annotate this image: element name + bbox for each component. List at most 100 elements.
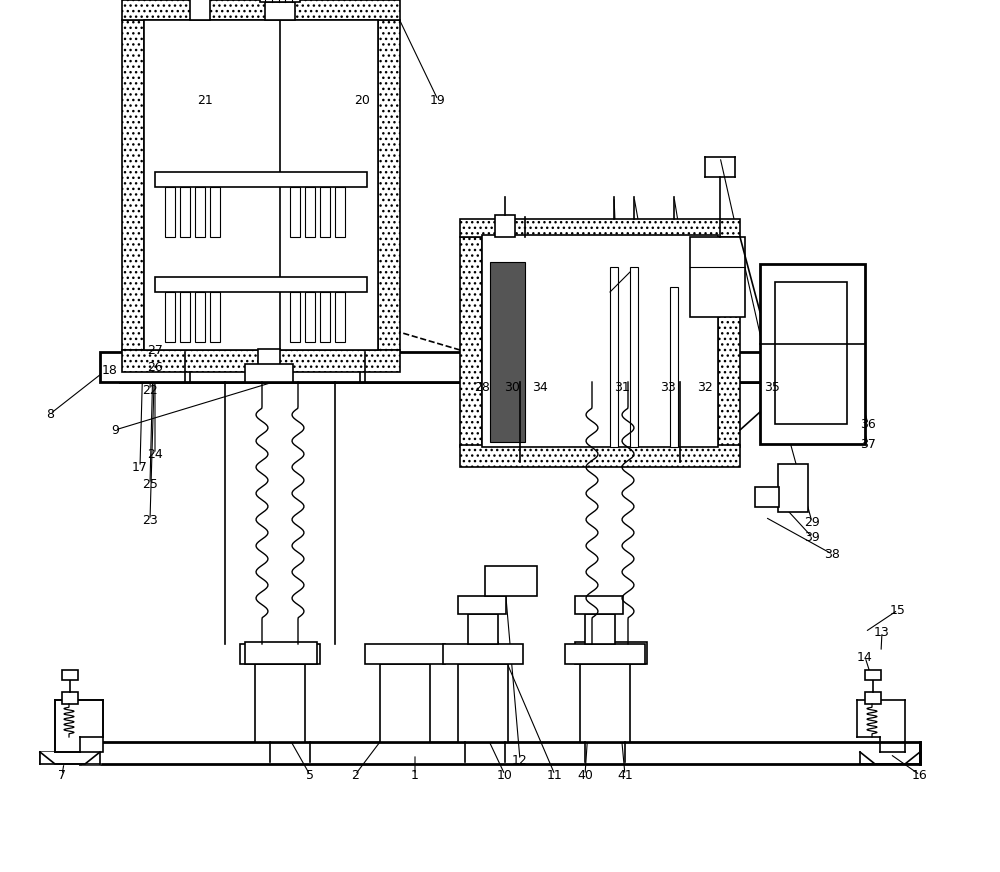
Bar: [255, 664, 305, 742]
Bar: [865, 692, 881, 704]
Bar: [305, 292, 315, 342]
Text: 1: 1: [411, 768, 419, 781]
Bar: [458, 596, 506, 614]
Bar: [365, 644, 445, 664]
Bar: [265, 2, 295, 20]
Bar: [165, 292, 175, 342]
Text: 12: 12: [512, 753, 528, 766]
Bar: [245, 364, 293, 382]
Text: 26: 26: [147, 360, 163, 373]
Bar: [155, 172, 367, 187]
Bar: [100, 352, 860, 382]
Text: 17: 17: [132, 460, 148, 473]
Text: 19: 19: [430, 93, 446, 106]
Text: 41: 41: [617, 768, 633, 781]
Bar: [690, 237, 745, 317]
Bar: [62, 692, 78, 704]
Bar: [458, 664, 508, 742]
Bar: [460, 445, 740, 467]
Bar: [580, 664, 630, 742]
Text: 31: 31: [614, 380, 630, 393]
Bar: [305, 187, 315, 237]
Bar: [320, 187, 330, 237]
Bar: [245, 642, 317, 664]
Text: 39: 39: [804, 530, 820, 543]
Text: 21: 21: [197, 93, 213, 106]
Bar: [210, 187, 220, 237]
Text: 24: 24: [147, 447, 163, 460]
Bar: [335, 292, 345, 342]
Bar: [55, 700, 103, 752]
Text: 10: 10: [497, 768, 513, 781]
Text: 11: 11: [547, 768, 563, 781]
Bar: [755, 487, 779, 507]
Text: 37: 37: [860, 438, 876, 451]
Text: 5: 5: [306, 768, 314, 781]
Text: 9: 9: [111, 424, 119, 437]
Bar: [40, 752, 100, 764]
Bar: [122, 0, 400, 20]
Text: 18: 18: [102, 364, 118, 377]
Text: 25: 25: [142, 478, 158, 490]
Bar: [290, 292, 300, 342]
Text: 28: 28: [474, 380, 490, 393]
Bar: [180, 187, 190, 237]
Text: 34: 34: [532, 380, 548, 393]
Bar: [775, 282, 847, 424]
Text: 23: 23: [142, 514, 158, 527]
Bar: [210, 292, 220, 342]
Bar: [120, 354, 860, 382]
Bar: [460, 237, 482, 447]
Bar: [122, 20, 144, 350]
Bar: [335, 187, 345, 237]
Bar: [585, 614, 615, 644]
Text: 35: 35: [764, 380, 780, 393]
Bar: [460, 219, 740, 237]
Bar: [165, 187, 175, 237]
Bar: [180, 292, 190, 342]
Bar: [80, 742, 920, 764]
Bar: [144, 20, 378, 350]
Bar: [495, 215, 515, 237]
Text: 40: 40: [577, 768, 593, 781]
Text: 30: 30: [504, 380, 520, 393]
Text: 29: 29: [804, 515, 820, 528]
Text: 32: 32: [697, 380, 713, 393]
Bar: [122, 350, 400, 372]
Bar: [195, 292, 205, 342]
Bar: [62, 670, 78, 680]
Text: 20: 20: [354, 93, 370, 106]
Bar: [380, 664, 430, 742]
Bar: [865, 670, 881, 680]
Polygon shape: [40, 752, 100, 764]
Bar: [778, 464, 808, 512]
Text: 33: 33: [660, 380, 676, 393]
Bar: [565, 644, 645, 664]
Text: 27: 27: [147, 344, 163, 357]
Bar: [320, 292, 330, 342]
Bar: [240, 644, 320, 664]
Text: 15: 15: [890, 603, 906, 617]
Text: 13: 13: [874, 625, 890, 638]
Text: 14: 14: [857, 651, 873, 664]
Bar: [630, 267, 638, 447]
Text: 22: 22: [142, 384, 158, 397]
Bar: [443, 644, 523, 664]
Bar: [718, 237, 740, 447]
Bar: [760, 264, 865, 444]
Bar: [195, 187, 205, 237]
Text: 8: 8: [46, 407, 54, 420]
Bar: [610, 267, 618, 447]
Bar: [482, 235, 718, 447]
Text: 16: 16: [912, 768, 928, 781]
Text: 38: 38: [824, 548, 840, 561]
Bar: [155, 277, 367, 292]
Bar: [258, 349, 280, 367]
Text: 36: 36: [860, 418, 876, 431]
Bar: [575, 642, 647, 664]
Bar: [575, 596, 623, 614]
Bar: [260, 0, 300, 2]
Bar: [190, 0, 210, 20]
Text: 2: 2: [351, 768, 359, 781]
Bar: [468, 614, 498, 644]
